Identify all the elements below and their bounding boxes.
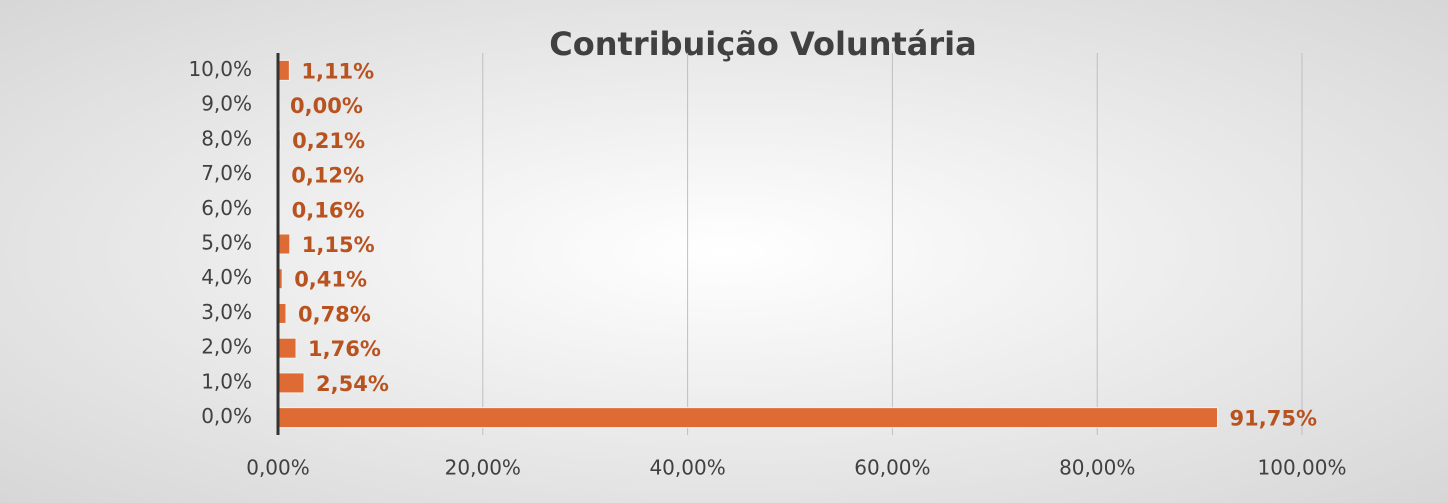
y-tick-label: 9,0%	[201, 92, 252, 116]
y-tick-label: 8,0%	[201, 126, 252, 150]
data-label: 1,76%	[308, 337, 381, 361]
data-label: 91,75%	[1230, 407, 1317, 431]
y-tick-label: 0,0%	[201, 404, 252, 428]
x-tick-label: 40,00%	[649, 456, 725, 480]
y-tick-label: 5,0%	[201, 231, 252, 255]
bar	[277, 59, 290, 81]
data-label: 0,21%	[292, 129, 365, 153]
chart-title: Contribuição Voluntária	[549, 25, 976, 63]
y-tick-label: 1,0%	[201, 369, 252, 393]
y-tick-label: 2,0%	[201, 335, 252, 359]
x-tick-label: 60,00%	[854, 456, 930, 480]
data-label: 0,00%	[290, 94, 363, 118]
x-tick-label: 20,00%	[445, 456, 521, 480]
data-label: 0,78%	[298, 302, 371, 326]
y-tick-label: 4,0%	[201, 265, 252, 289]
x-tick-label: 80,00%	[1059, 456, 1135, 480]
bar	[277, 372, 305, 394]
data-label: 1,15%	[302, 233, 375, 257]
x-tick-label: 100,00%	[1258, 456, 1347, 480]
data-label: 0,16%	[292, 198, 365, 222]
y-tick-label: 6,0%	[201, 196, 252, 220]
bar	[277, 233, 291, 255]
data-label: 0,41%	[294, 268, 367, 292]
y-tick-label: 3,0%	[201, 300, 252, 324]
bar	[277, 407, 1219, 429]
data-label: 1,11%	[301, 59, 374, 83]
y-tick-label: 10,0%	[188, 57, 252, 81]
data-label: 0,12%	[291, 164, 364, 188]
y-tick-label: 7,0%	[201, 161, 252, 185]
bar	[277, 337, 297, 359]
x-tick-label: 0,00%	[246, 456, 310, 480]
data-label: 2,54%	[316, 372, 389, 396]
